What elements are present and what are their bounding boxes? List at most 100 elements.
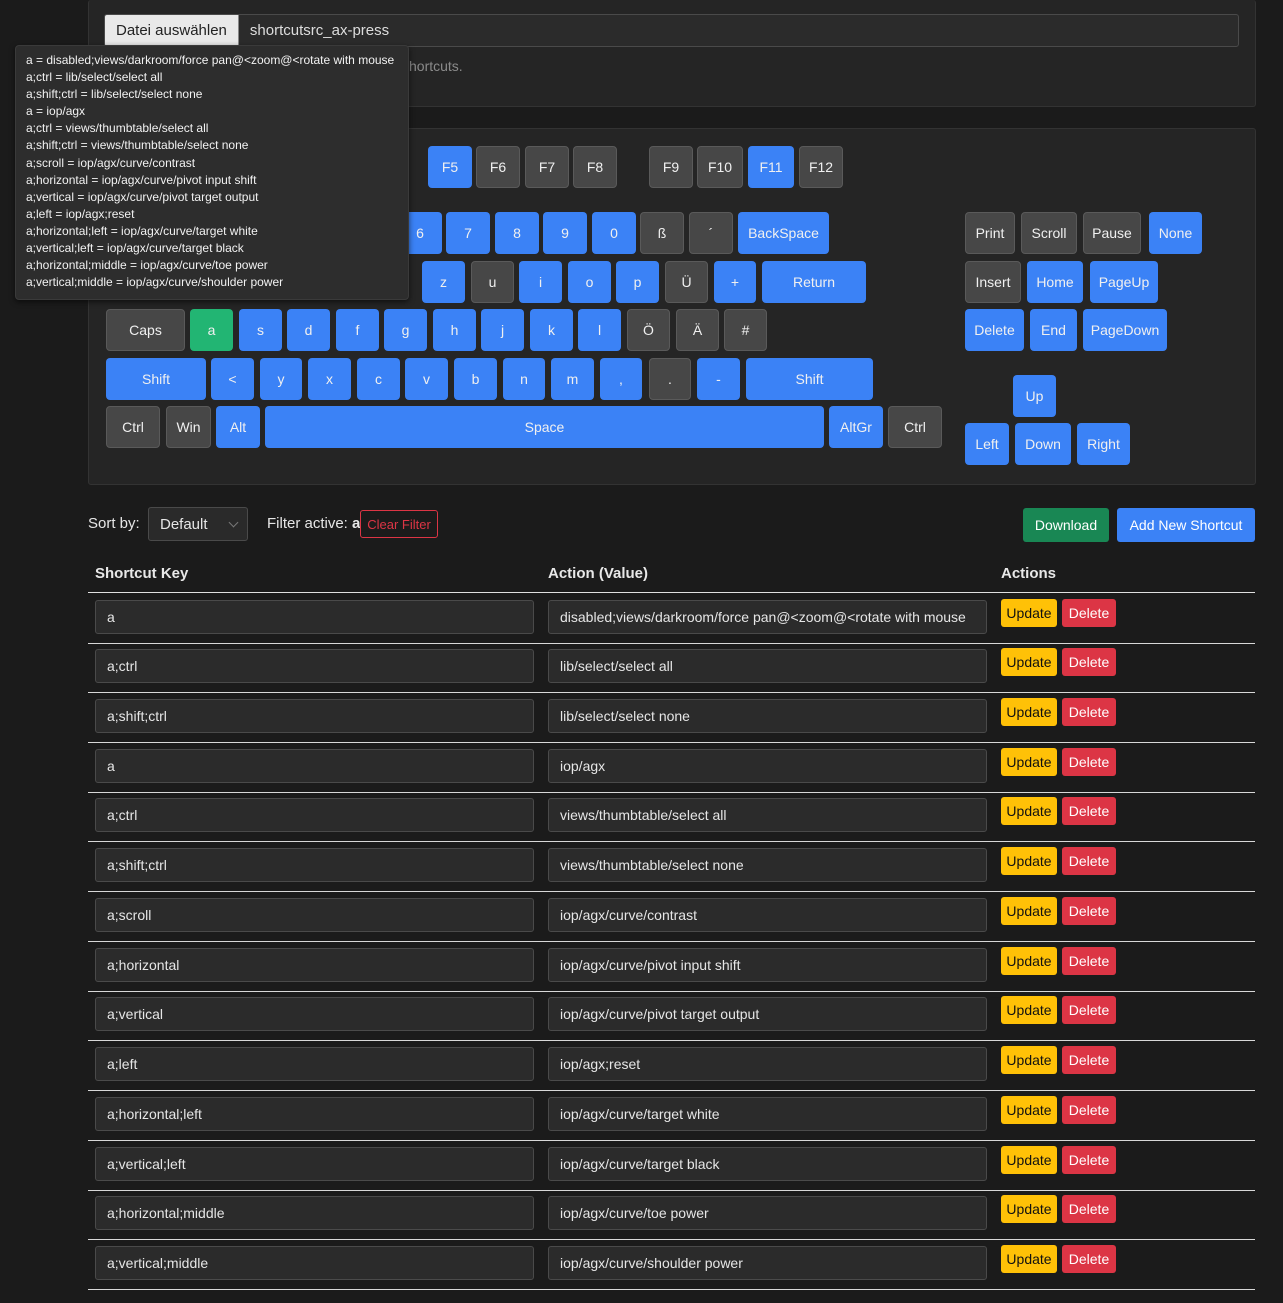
delete-button[interactable]: Delete [1062,897,1116,925]
key-top-6[interactable]: + [714,261,756,303]
key-home-9[interactable]: l [578,309,621,351]
delete-button[interactable]: Delete [1062,1046,1116,1074]
key-num-3[interactable]: 9 [543,212,587,254]
action-value-input[interactable]: lib/select/select all [548,649,987,683]
action-value-input[interactable]: iop/agx/curve/pivot target output [548,997,987,1031]
update-button[interactable]: Update [1001,1096,1057,1124]
action-value-input[interactable]: iop/agx/curve/toe power [548,1196,987,1230]
key-nav1-0[interactable]: Insert [965,261,1021,303]
choose-file-button[interactable]: Datei auswählen [105,15,239,46]
key-num-7[interactable]: BackSpace [738,212,829,254]
add-shortcut-button[interactable]: Add New Shortcut [1117,508,1255,542]
key-top-0[interactable]: z [422,261,465,303]
key-sys-1[interactable]: Scroll [1021,212,1077,254]
shortcut-key-input[interactable]: a;horizontal;left [95,1097,534,1131]
key-f12[interactable]: F12 [799,146,843,188]
update-button[interactable]: Update [1001,797,1057,825]
key-up[interactable]: Up [1013,375,1056,417]
key-home-11[interactable]: Ä [676,309,719,351]
action-value-input[interactable]: iop/agx/curve/pivot input shift [548,948,987,982]
shortcut-key-input[interactable]: a;vertical [95,997,534,1031]
key-shift-0[interactable]: Shift [106,358,206,400]
key-sys-2[interactable]: Pause [1083,212,1141,254]
key-home-1[interactable]: a [190,309,233,351]
key-top-4[interactable]: p [616,261,659,303]
shortcut-key-input[interactable]: a;shift;ctrl [95,848,534,882]
key-home-4[interactable]: f [336,309,379,351]
key-shift-10[interactable]: . [649,358,691,400]
key-bottom-2[interactable]: Alt [216,406,260,448]
key-bottom-1[interactable]: Win [166,406,211,448]
update-button[interactable]: Update [1001,1146,1057,1174]
key-num-5[interactable]: ß [640,212,684,254]
sort-select[interactable]: Default [148,507,248,541]
update-button[interactable]: Update [1001,897,1057,925]
key-f6[interactable]: F6 [476,146,520,188]
key-top-7[interactable]: Return [762,261,866,303]
key-shift-5[interactable]: v [405,358,448,400]
action-value-input[interactable]: iop/agx/curve/target black [548,1147,987,1181]
key-nav2-0[interactable]: Delete [965,309,1024,351]
shortcut-key-input[interactable]: a;vertical;middle [95,1246,534,1280]
update-button[interactable]: Update [1001,996,1057,1024]
update-button[interactable]: Update [1001,648,1057,676]
key-home-0[interactable]: Caps [106,309,185,351]
delete-button[interactable]: Delete [1062,599,1116,627]
key-bottom-4[interactable]: AltGr [829,406,883,448]
key-shift-2[interactable]: y [260,358,302,400]
key-shift-12[interactable]: Shift [746,358,873,400]
file-input[interactable]: Datei auswählen shortcutsrc_ax-press [104,14,1239,47]
key-sys-0[interactable]: Print [965,212,1015,254]
key-shift-9[interactable]: , [600,358,642,400]
delete-button[interactable]: Delete [1062,698,1116,726]
download-button[interactable]: Download [1023,508,1109,542]
key-shift-3[interactable]: x [308,358,351,400]
key-home-12[interactable]: # [724,309,767,351]
key-bottom-5[interactable]: Ctrl [888,406,942,448]
key-nav1-1[interactable]: Home [1027,261,1083,303]
key-f8[interactable]: F8 [573,146,617,188]
action-value-input[interactable]: iop/agx/curve/target white [548,1097,987,1131]
shortcut-key-input[interactable]: a;ctrl [95,649,534,683]
key-f5[interactable]: F5 [428,146,472,188]
key-num-4[interactable]: 0 [592,212,636,254]
shortcut-key-input[interactable]: a;vertical;left [95,1147,534,1181]
delete-button[interactable]: Delete [1062,1096,1116,1124]
delete-button[interactable]: Delete [1062,1245,1116,1273]
delete-button[interactable]: Delete [1062,1195,1116,1223]
key-home-8[interactable]: k [530,309,573,351]
update-button[interactable]: Update [1001,1046,1057,1074]
key-sys-3[interactable]: None [1149,212,1202,254]
key-shift-8[interactable]: m [551,358,594,400]
key-home-5[interactable]: g [384,309,427,351]
action-value-input[interactable]: disabled;views/darkroom/force pan@<zoom@… [548,600,987,634]
key-top-2[interactable]: i [519,261,562,303]
action-value-input[interactable]: iop/agx/curve/contrast [548,898,987,932]
shortcut-key-input[interactable]: a;scroll [95,898,534,932]
update-button[interactable]: Update [1001,748,1057,776]
key-top-5[interactable]: Ü [665,261,708,303]
update-button[interactable]: Update [1001,947,1057,975]
key-arrow-0[interactable]: Left [965,423,1009,465]
key-num-6[interactable]: ´ [689,212,733,254]
key-arrow-2[interactable]: Right [1077,423,1130,465]
action-value-input[interactable]: iop/agx [548,749,987,783]
action-value-input[interactable]: iop/agx/curve/shoulder power [548,1246,987,1280]
delete-button[interactable]: Delete [1062,847,1116,875]
key-arrow-1[interactable]: Down [1015,423,1071,465]
key-bottom-3[interactable]: Space [265,406,824,448]
key-f10[interactable]: F10 [697,146,743,188]
key-nav2-2[interactable]: PageDown [1083,309,1167,351]
key-shift-4[interactable]: c [357,358,400,400]
key-home-10[interactable]: Ö [627,309,670,351]
update-button[interactable]: Update [1001,847,1057,875]
key-shift-7[interactable]: n [503,358,545,400]
key-num-1[interactable]: 7 [446,212,490,254]
shortcut-key-input[interactable]: a [95,600,534,634]
delete-button[interactable]: Delete [1062,797,1116,825]
key-top-3[interactable]: o [568,261,611,303]
key-shift-11[interactable]: - [697,358,740,400]
key-nav1-2[interactable]: PageUp [1090,261,1158,303]
key-shift-1[interactable]: < [211,358,254,400]
delete-button[interactable]: Delete [1062,648,1116,676]
